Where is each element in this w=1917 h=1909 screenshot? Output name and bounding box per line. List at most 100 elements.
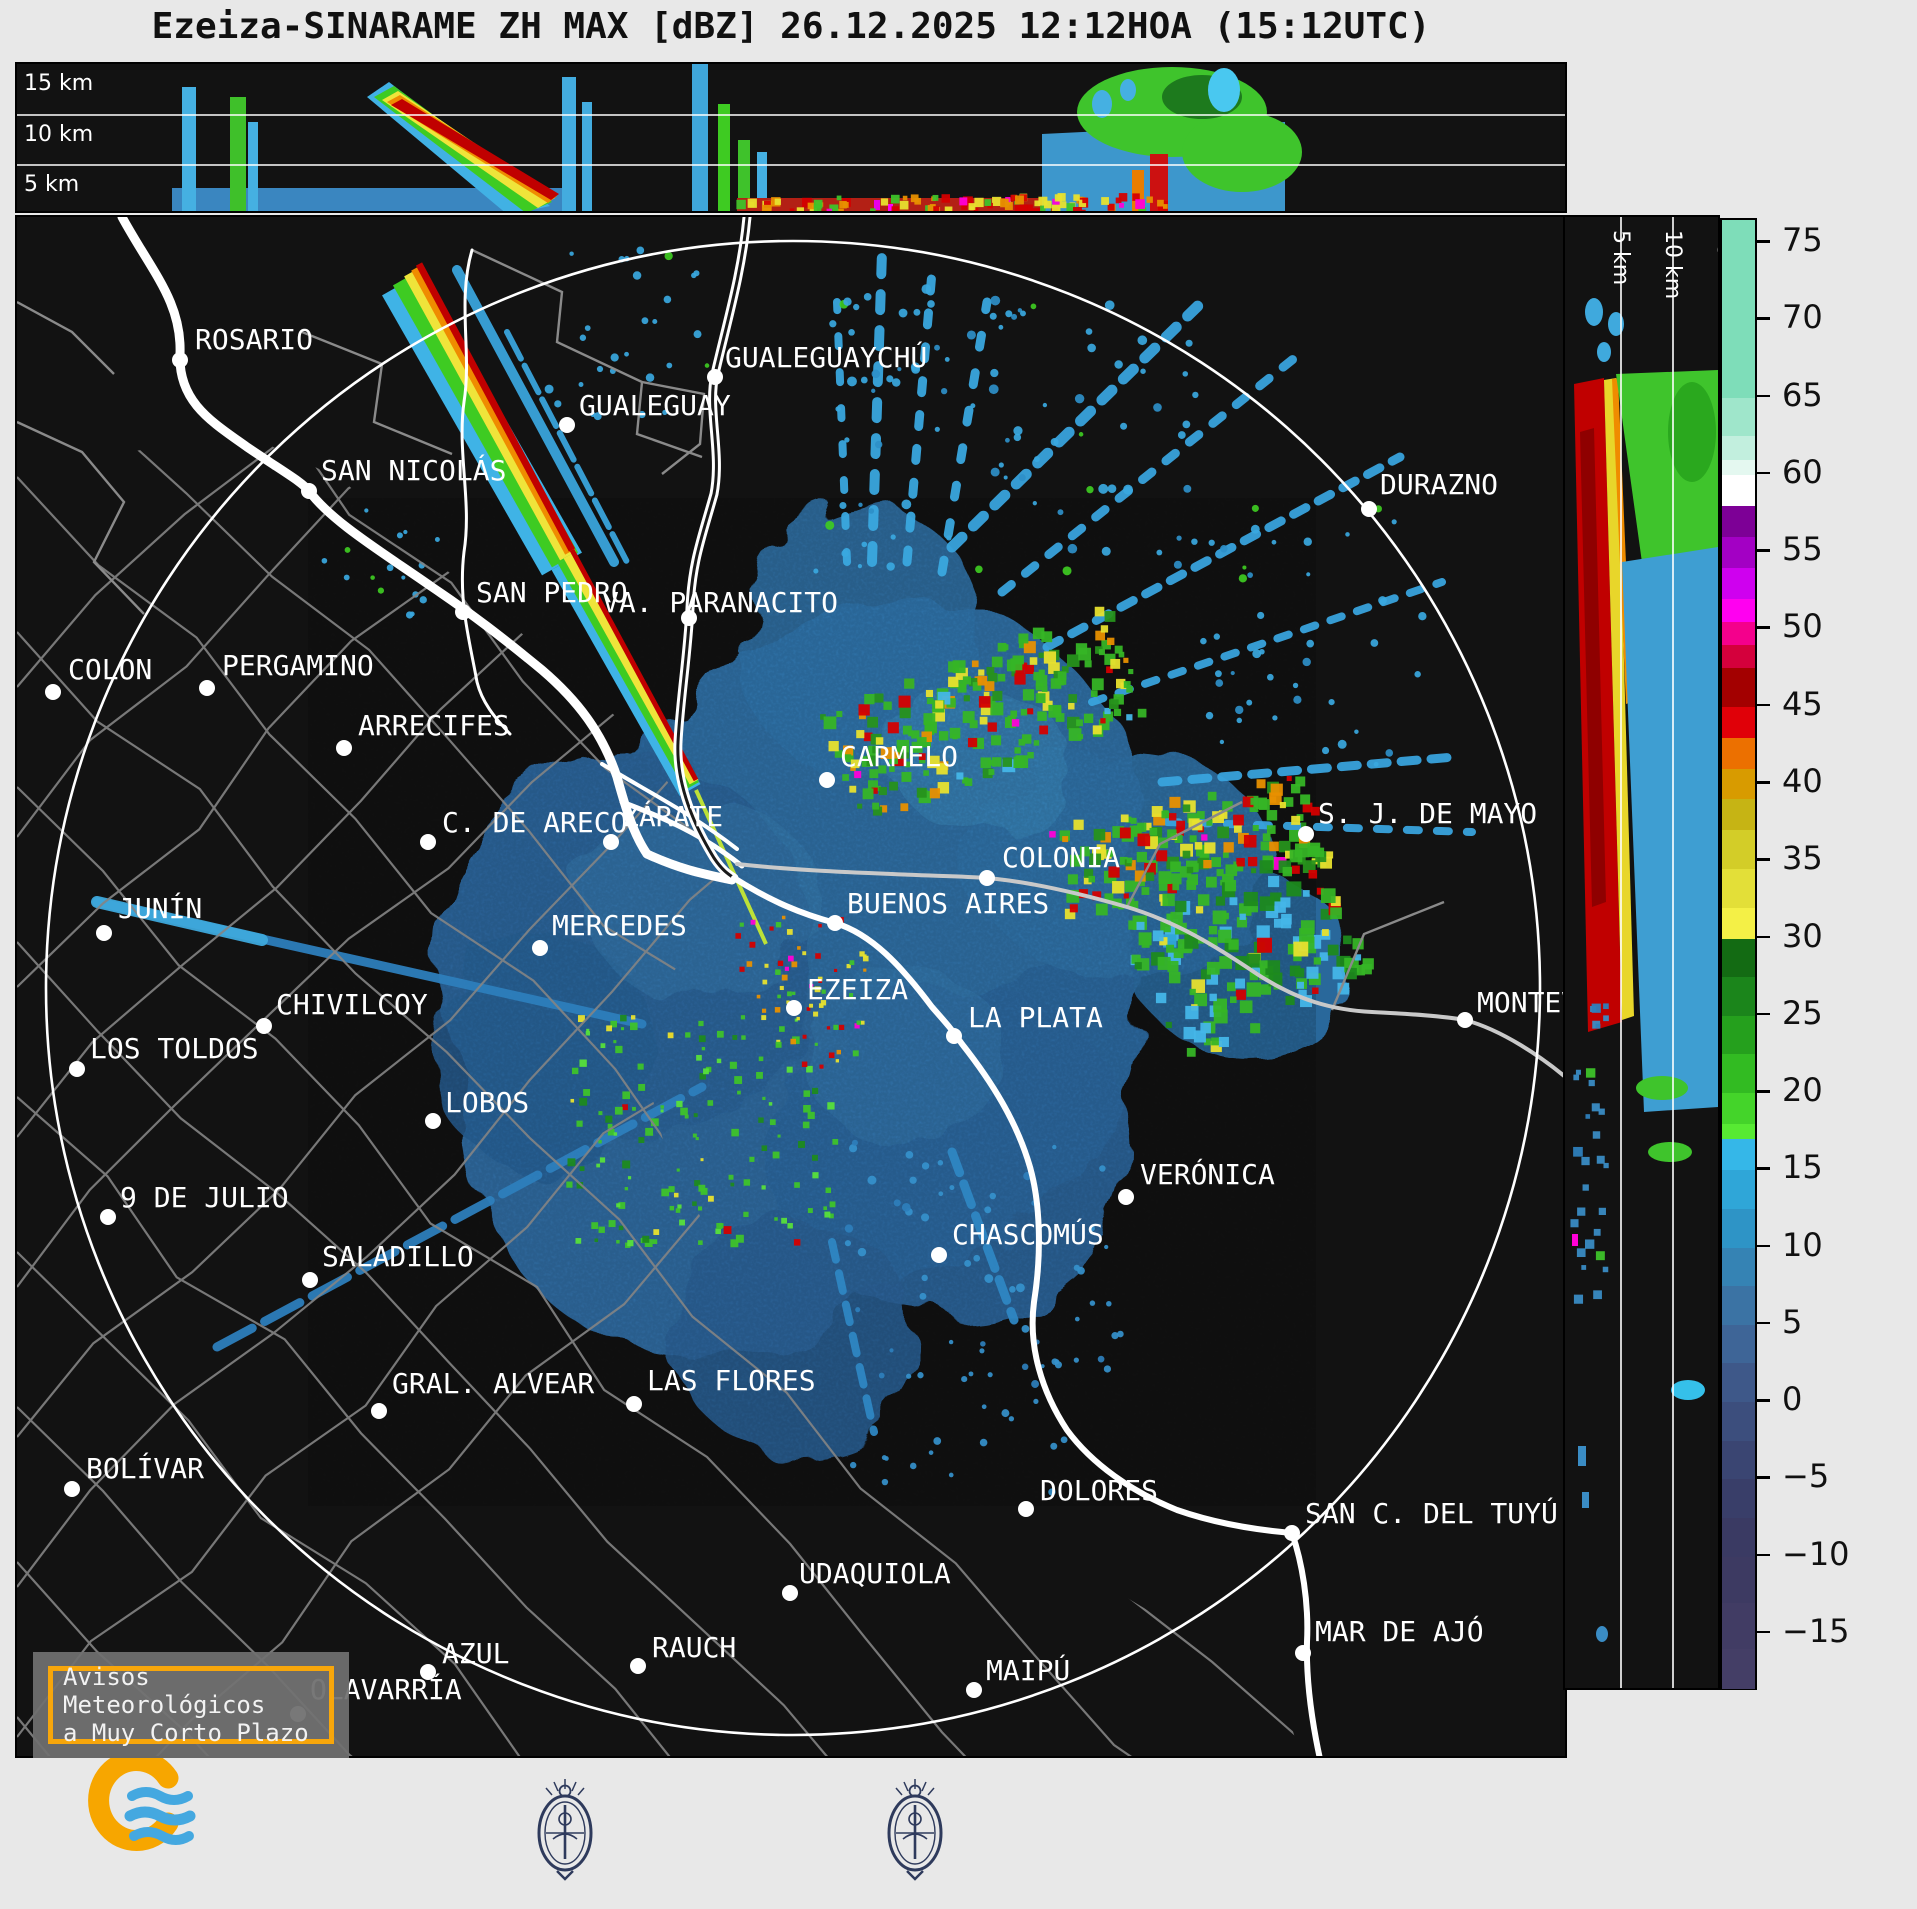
city-dot [100,1209,116,1225]
colorbar-tick-label: 65 [1782,375,1823,414]
city-dot [707,369,723,385]
province-boundary [1330,900,1445,1011]
city-la-plata: LA PLATA [946,1001,1103,1044]
colorbar-segment [1722,459,1755,476]
city-label: GRAL. ALVEAR [392,1367,594,1400]
city-label: RAUCH [652,1631,736,1664]
city-label: DURAZNO [1380,468,1498,501]
city-dot [371,1403,387,1419]
colorbar-segment [1722,1093,1755,1125]
city-dot [420,834,436,850]
city-bol-var: BOLÍVAR [64,1451,204,1497]
city-dot [1018,1501,1034,1517]
city-ver-nica: VERÓNICA [1118,1157,1275,1205]
city-dot [256,1018,272,1034]
city-label: JUNÍN [118,891,202,925]
city-label: COLONIA [1002,841,1120,874]
colorbar-tick-label: −10 [1782,1534,1850,1573]
city-label: ARRECIFES [358,709,510,742]
colorbar-tick [1757,1399,1770,1402]
defensa-coat-of-arms-icon [537,1779,593,1881]
city-label: CHIVILCOY [276,988,428,1021]
colorbar-tick-label: 25 [1782,993,1823,1032]
city-las-flores: LAS FLORES [626,1364,816,1412]
city-label: EZEIZA [807,973,908,1006]
warnings-line-1: Avisos Meteorológicos [63,1663,266,1719]
colorbar-tick [1757,394,1770,398]
city-z-rate: ZÁRATE [603,799,723,850]
warnings-overlay-badge[interactable]: Avisos Meteorológicos a Muy Corto Plazo [33,1652,349,1758]
colorbar-tick [1757,626,1770,629]
colorbar-segment [1722,1440,1755,1480]
city-dot [425,1113,441,1129]
city-label: SAN PEDRO [476,576,628,609]
city-c-de-areco: C. DE ARECO [420,806,627,850]
smn-logo-icon [88,1758,196,1851]
top-panel-echoes [172,64,1302,211]
colorbar-tick-label: 20 [1782,1071,1823,1110]
colorbar-segment [1722,220,1755,399]
colorbar-segment [1722,644,1755,669]
province-boundary [641,380,706,475]
city-mercedes: MERCEDES [532,909,687,956]
city-san-pedro: SAN PEDRO [455,576,628,620]
page-title: Ezeiza-SINARAME ZH MAX [dBZ] 26.12.2025 … [151,6,1431,47]
top-cross-section-plot: 15 km 10 km 5 km [17,64,1565,211]
city-label: PERGAMINO [222,649,374,682]
right-panel-height-label: 10 km [1660,230,1685,299]
city-label: UDAQUIOLA [799,1557,951,1590]
colorbar-segment [1722,621,1755,646]
colorbar-segment [1722,1015,1755,1056]
city-label: CARMELO [840,740,958,773]
colorbar-tick [1757,471,1770,475]
city-9-de-julio: 9 DE JULIO [100,1181,289,1225]
city-label: VERÓNICA [1140,1157,1275,1191]
city-label: MONTEVIDEO [1477,986,1565,1019]
colorbar-segment [1722,1123,1755,1141]
province-boundary [17,420,145,615]
city-carmelo: CARMELO [819,740,958,788]
city-dot [603,834,619,850]
city-markers: ROSARIO GUALEGUAYCHÚ GUALEGUAY SAN NICOLÁS D… [45,323,1565,1722]
city-saladillo: SALADILLO [302,1240,474,1288]
colorbar-segment [1722,668,1755,708]
city-dot [1295,1645,1311,1661]
city-dot [455,604,471,620]
colorbar-tick [1757,1167,1770,1170]
city-lobos: LOBOS [425,1086,529,1129]
colorbar-tick [1757,1476,1770,1479]
top-panel-height-label: 15 km [24,71,93,96]
city-label: ZÁRATE [622,799,723,833]
colorbar-segment [1722,1363,1755,1403]
city-label: S. J. DE MAYO [1318,797,1537,830]
city-buenos-aires: BUENOS AIRES [827,887,1049,931]
colorbar-segment [1722,1479,1755,1519]
city-label: SAN C. DEL TUYÚ [1305,1496,1558,1530]
city-azul: AZUL [420,1637,509,1680]
colorbar-tick [1757,1630,1770,1634]
city-label: AZUL [442,1637,509,1670]
colorbar-tick [1757,935,1770,939]
city-dot [336,740,352,756]
city-label: ROSARIO [195,323,313,356]
city-rosario: ROSARIO [172,323,313,368]
city-dot [946,1028,962,1044]
city-label: GUALEGUAY [579,389,731,422]
top-panel-height-label: 5 km [24,172,79,197]
colorbar-segment [1722,830,1755,870]
colorbar-tick-label: 50 [1782,607,1823,646]
city-durazno: DURAZNO [1361,468,1498,517]
footer-logos [88,1758,943,1881]
city-dot [786,1000,802,1016]
top-cross-section-panel: 15 km 10 km 5 km [15,62,1567,213]
city-dot [1457,1012,1473,1028]
city-dot [559,417,575,433]
top-panel-height-label: 10 km [24,122,93,147]
province-boundary [471,248,703,459]
city-dolores: DOLORES [1018,1474,1158,1517]
city-dot [1118,1189,1134,1205]
colorbar-segment [1722,1649,1755,1689]
right-cross-section-panel: 5 km 10 km 15 km [1563,215,1720,1690]
colorbar-tick-label: 0 [1782,1380,1803,1419]
